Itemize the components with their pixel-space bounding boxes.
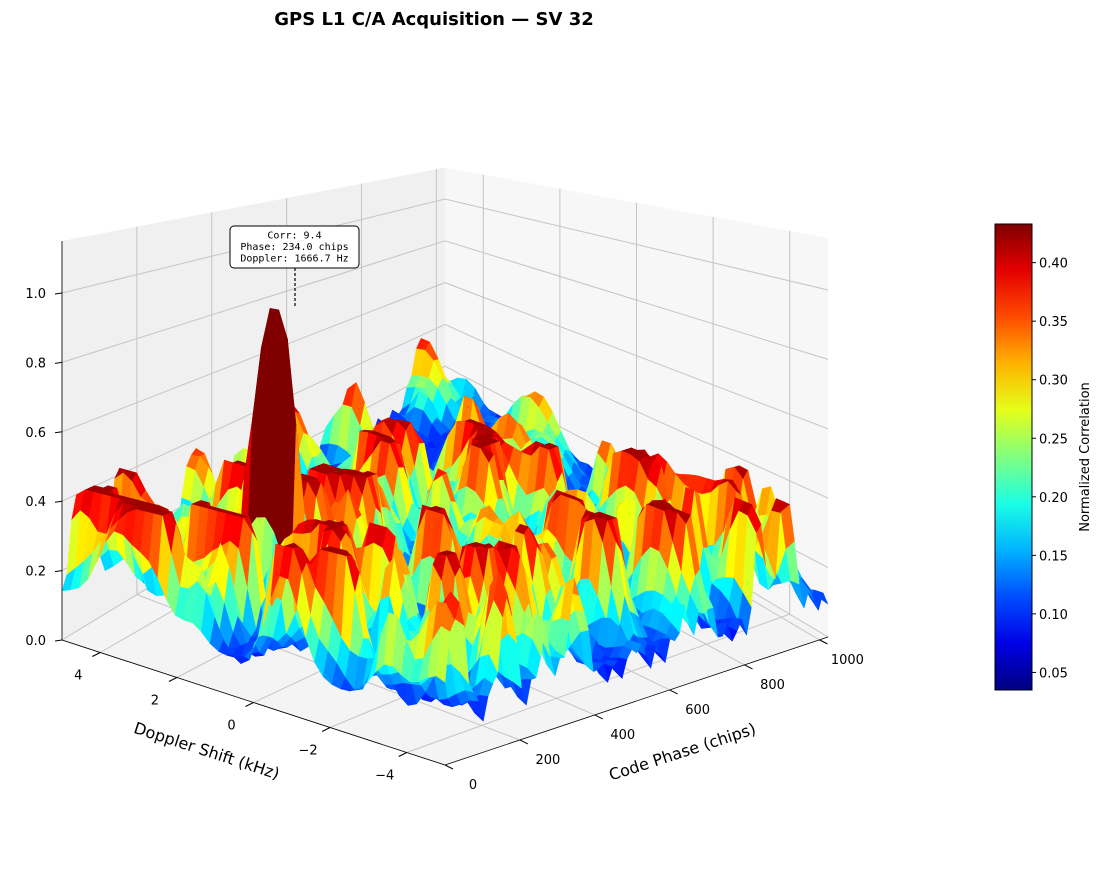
z-tick-mark bbox=[54, 570, 63, 573]
y-axis-label: Doppler Shift (kHz) bbox=[131, 718, 281, 783]
colorbar-tick-label: 0.35 bbox=[1039, 315, 1068, 330]
z-tick-label: 0.8 bbox=[25, 356, 46, 371]
annotation-doppler: Doppler: 1666.7 Hz bbox=[240, 254, 348, 265]
colorbar-tick-label: 0.05 bbox=[1039, 666, 1068, 681]
colorbar-label: Normalized Correlation bbox=[1078, 382, 1093, 532]
x-tick-label: 0 bbox=[469, 778, 477, 793]
x-tick-mark bbox=[819, 639, 828, 645]
grid-line-z bbox=[61, 240, 446, 363]
y-tick-label: 0 bbox=[227, 719, 235, 734]
z-tick-mark bbox=[54, 292, 63, 295]
colorbar-tick-label: 0.30 bbox=[1039, 374, 1068, 389]
x-tick-label: 600 bbox=[685, 703, 710, 718]
annotation-phase: Phase: 234.0 chips bbox=[240, 242, 348, 253]
x-tick-label: 200 bbox=[535, 753, 560, 768]
y-tick-label: −4 bbox=[375, 769, 394, 784]
colorbar-gradient bbox=[994, 223, 1033, 691]
grid-line-y bbox=[406, 613, 790, 753]
y-tick-label: −2 bbox=[299, 744, 318, 759]
colorbar-tick-label: 0.10 bbox=[1039, 608, 1068, 623]
colorbar-tick-label: 0.25 bbox=[1039, 432, 1068, 447]
annotation-corr: Corr: 9.4 bbox=[267, 231, 321, 242]
z-tick-label: 0.6 bbox=[25, 426, 46, 441]
x-tick-mark bbox=[744, 664, 753, 670]
z-tick-label: 0.0 bbox=[25, 634, 46, 649]
z-tick-label: 0.4 bbox=[25, 495, 46, 510]
x-tick-mark bbox=[669, 689, 678, 695]
x-tick-mark bbox=[594, 714, 603, 720]
z-tick-mark bbox=[54, 431, 63, 434]
correlation-surface bbox=[61, 308, 829, 722]
x-tick-mark bbox=[519, 739, 529, 745]
y-tick-mark bbox=[321, 727, 331, 732]
x-tick-label: 400 bbox=[610, 728, 635, 743]
z-tick-label: 0.2 bbox=[25, 565, 46, 580]
z-tick-mark bbox=[54, 500, 63, 503]
y-tick-mark bbox=[245, 702, 254, 707]
peak-annotation: Corr: 9.4 Phase: 234.0 chips Doppler: 16… bbox=[229, 225, 360, 308]
colorbar-tick-label: 0.40 bbox=[1039, 257, 1068, 272]
x-tick-mark bbox=[444, 764, 454, 770]
z-tick-mark bbox=[54, 361, 63, 364]
axis-ticks: 0.0 0.2 0.4 0.6 0.8 1.0 4 2 0 −2 −4 0 200 400 600 800 10… bbox=[25, 240, 864, 793]
y-tick-label: 2 bbox=[151, 694, 159, 709]
y-tick-mark bbox=[168, 677, 178, 682]
surface-patch bbox=[436, 625, 450, 683]
colorbar-tick-label: 0.15 bbox=[1039, 549, 1068, 564]
z-tick-label: 1.0 bbox=[25, 287, 46, 302]
y-tick-label: 4 bbox=[74, 669, 82, 684]
x-tick-label: 1000 bbox=[831, 653, 864, 668]
colorbar-tick-label: 0.20 bbox=[1039, 491, 1068, 506]
grid-line-z bbox=[61, 282, 446, 433]
annotation-box bbox=[229, 225, 360, 269]
y-tick-mark bbox=[92, 652, 101, 657]
chart-title: GPS L1 C/A Acquisition — SV 32 bbox=[274, 9, 594, 30]
colorbar: Normalized Correlation 0.05 0.10 0.15 0.20 0… bbox=[994, 223, 1093, 691]
z-tick-mark bbox=[54, 639, 63, 642]
x-tick-label: 800 bbox=[760, 678, 785, 693]
y-tick-mark bbox=[398, 752, 407, 757]
y-axis-line bbox=[61, 639, 446, 766]
x-axis-line bbox=[444, 636, 829, 766]
